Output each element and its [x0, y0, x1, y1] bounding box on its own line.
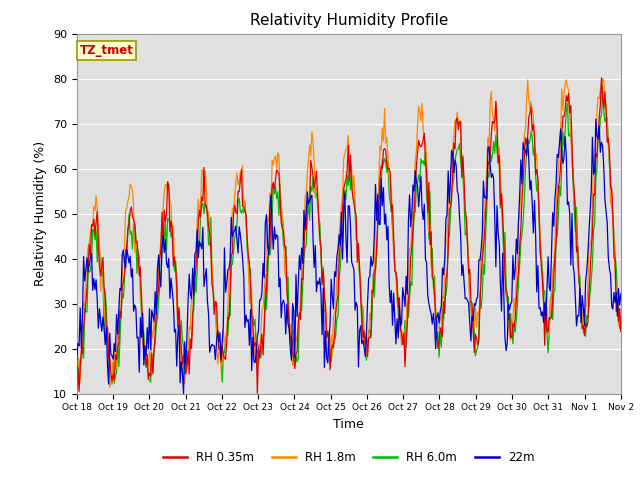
- Title: Relativity Humidity Profile: Relativity Humidity Profile: [250, 13, 448, 28]
- Legend: RH 0.35m, RH 1.8m, RH 6.0m, 22m: RH 0.35m, RH 1.8m, RH 6.0m, 22m: [159, 446, 539, 469]
- Text: TZ_tmet: TZ_tmet: [79, 44, 133, 58]
- X-axis label: Time: Time: [333, 418, 364, 431]
- Y-axis label: Relativity Humidity (%): Relativity Humidity (%): [35, 141, 47, 286]
